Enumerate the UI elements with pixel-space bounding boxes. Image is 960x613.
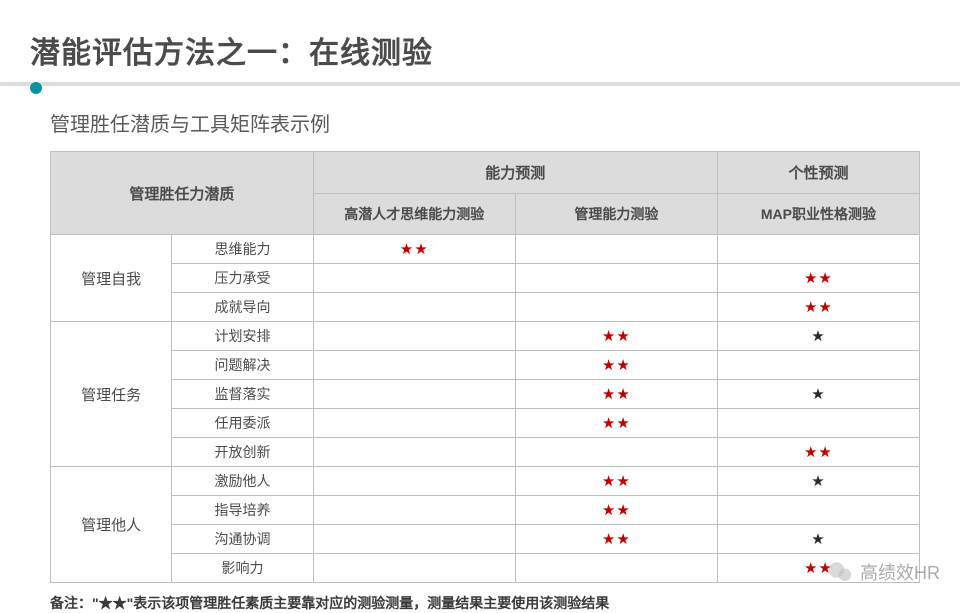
table-row: 任用委派 ★★ (51, 409, 920, 438)
table-row: 问题解决 ★★ (51, 351, 920, 380)
table-row: 管理他人激励他人★★★ (51, 467, 920, 496)
star-icon: ★★ (602, 531, 631, 548)
rating-cell: ★★ (717, 293, 919, 322)
category-cell: 管理任务 (51, 322, 172, 467)
rating-cell: ★ (717, 380, 919, 409)
star-icon: ★★ (602, 502, 631, 519)
star-icon: ★★ (804, 299, 833, 316)
rating-cell (313, 467, 515, 496)
rating-cell: ★★ (515, 496, 717, 525)
star-icon: ★★ (602, 328, 631, 345)
rating-cell (313, 380, 515, 409)
rating-cell: ★ (717, 467, 919, 496)
footnote: 备注："★★"表示该项管理胜任素质主要靠对应的测验测量，测量结果主要使用该测验结… (0, 583, 960, 613)
rating-cell (717, 351, 919, 380)
rating-cell (313, 322, 515, 351)
competency-label: 成就导向 (172, 293, 313, 322)
rating-cell (313, 554, 515, 583)
watermark: 高绩效HR (826, 558, 940, 586)
rating-cell: ★★ (717, 264, 919, 293)
matrix-table-wrap: 管理胜任力潜质 能力预测 个性预测 高潜人才思维能力测验 管理能力测验 MAP职… (0, 151, 960, 583)
competency-label: 任用委派 (172, 409, 313, 438)
rating-cell (313, 351, 515, 380)
star-icon: ★ (811, 386, 825, 403)
th-group-personality: 个性预测 (717, 152, 919, 194)
rating-cell (313, 496, 515, 525)
star-icon: ★★ (400, 241, 429, 258)
star-icon: ★★ (602, 386, 631, 403)
category-cell: 管理自我 (51, 235, 172, 322)
table-row: 监督落实★★★ (51, 380, 920, 409)
watermark-text: 高绩效HR (860, 559, 940, 585)
rating-cell: ★★ (515, 380, 717, 409)
rating-cell: ★★ (515, 467, 717, 496)
star-icon: ★★ (602, 415, 631, 432)
competency-label: 问题解决 (172, 351, 313, 380)
rating-cell (313, 438, 515, 467)
subtitle: 管理胜任潜质与工具矩阵表示例 (0, 86, 960, 151)
matrix-table: 管理胜任力潜质 能力预测 个性预测 高潜人才思维能力测验 管理能力测验 MAP职… (50, 151, 920, 583)
rating-cell (717, 409, 919, 438)
star-icon: ★ (811, 473, 825, 490)
table-row: 压力承受 ★★ (51, 264, 920, 293)
competency-label: 激励他人 (172, 467, 313, 496)
table-row: 沟通协调★★★ (51, 525, 920, 554)
page-title: 潜能评估方法之一：在线测验 (30, 28, 930, 72)
competency-label: 指导培养 (172, 496, 313, 525)
rating-cell (515, 438, 717, 467)
star-icon: ★★ (804, 270, 833, 287)
rating-cell: ★★ (515, 351, 717, 380)
competency-label: 开放创新 (172, 438, 313, 467)
table-body: 管理自我思维能力★★压力承受★★成就导向★★管理任务计划安排★★★问题解决★★监… (51, 235, 920, 583)
th-group-ability: 能力预测 (313, 152, 717, 194)
competency-label: 计划安排 (172, 322, 313, 351)
table-row: 指导培养 ★★ (51, 496, 920, 525)
rating-cell (515, 554, 717, 583)
rating-cell (515, 235, 717, 264)
th-corner: 管理胜任力潜质 (51, 152, 314, 235)
table-row: 管理自我思维能力★★ (51, 235, 920, 264)
table-row: 开放创新 ★★ (51, 438, 920, 467)
competency-label: 影响力 (172, 554, 313, 583)
title-bar: 潜能评估方法之一：在线测验 (0, 0, 960, 86)
wechat-icon (826, 558, 854, 586)
star-icon: ★ (811, 531, 825, 548)
table-row: 影响力★★ (51, 554, 920, 583)
competency-label: 沟通协调 (172, 525, 313, 554)
rating-cell (717, 496, 919, 525)
rating-cell (515, 264, 717, 293)
rating-cell (515, 293, 717, 322)
rating-cell (717, 235, 919, 264)
rating-cell: ★★ (313, 235, 515, 264)
rating-cell: ★★ (515, 322, 717, 351)
rating-cell (313, 525, 515, 554)
table-row: 成就导向 ★★ (51, 293, 920, 322)
rating-cell (313, 409, 515, 438)
rating-cell: ★★ (717, 438, 919, 467)
star-icon: ★ (811, 328, 825, 345)
th-col2: 管理能力测验 (515, 194, 717, 235)
rating-cell: ★ (717, 525, 919, 554)
rating-cell: ★★ (515, 409, 717, 438)
rating-cell: ★ (717, 322, 919, 351)
th-col3: MAP职业性格测验 (717, 194, 919, 235)
competency-label: 压力承受 (172, 264, 313, 293)
rating-cell (313, 264, 515, 293)
rating-cell: ★★ (515, 525, 717, 554)
star-icon: ★★ (602, 473, 631, 490)
category-cell: 管理他人 (51, 467, 172, 583)
competency-label: 思维能力 (172, 235, 313, 264)
rating-cell (313, 293, 515, 322)
star-icon: ★★ (804, 444, 833, 461)
competency-label: 监督落实 (172, 380, 313, 409)
th-col1: 高潜人才思维能力测验 (313, 194, 515, 235)
star-icon: ★★ (602, 357, 631, 374)
table-row: 管理任务计划安排★★★ (51, 322, 920, 351)
